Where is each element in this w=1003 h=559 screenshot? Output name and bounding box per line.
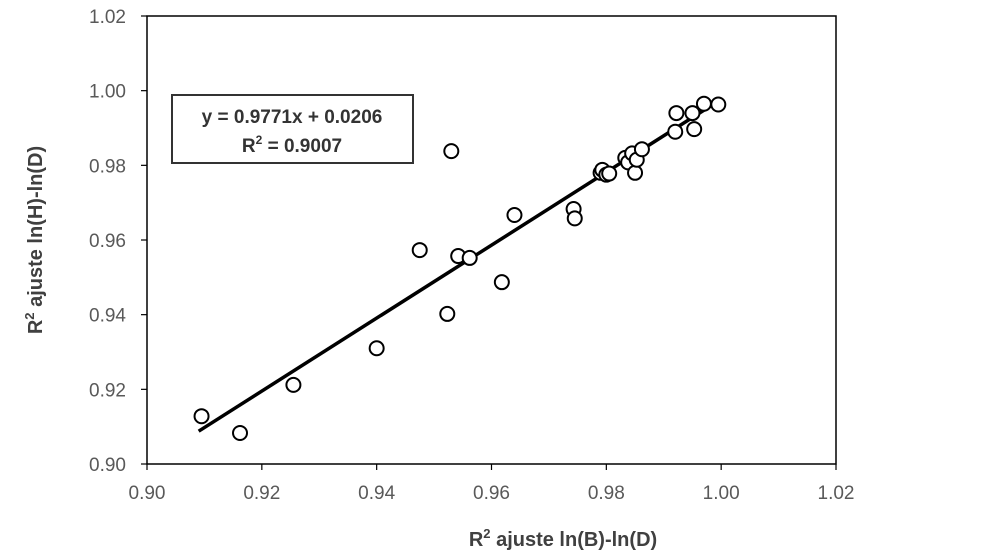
data-point — [684, 105, 701, 122]
y-axis-ticks: 0.90 0.92 0.94 0.96 0.98 1.00 1.02 — [89, 7, 147, 476]
data-point — [439, 305, 456, 322]
data-point — [232, 425, 249, 442]
data-point — [506, 206, 523, 223]
data-point — [686, 121, 703, 138]
x-axis-ticks: 0.90 0.92 0.94 0.96 0.98 1.00 1.02 — [129, 464, 855, 504]
y-tick-label: 1.00 — [89, 82, 126, 103]
trendline-label: y = 0.9771x + 0.0206 R2 = 0.9007 — [171, 94, 414, 164]
trendline-label-box — [171, 94, 414, 164]
x-tick-label: 0.96 — [473, 483, 510, 504]
data-point — [566, 210, 583, 227]
y-tick-label: 0.98 — [89, 156, 126, 177]
x-tick-label: 1.00 — [703, 483, 740, 504]
data-point — [443, 143, 460, 160]
data-point — [695, 95, 712, 112]
x-tick-label: 0.92 — [243, 483, 280, 504]
y-tick-label: 0.96 — [89, 231, 126, 252]
trendline-r2: R2 = 0.9007 — [242, 133, 342, 157]
data-points — [193, 95, 727, 442]
y-axis-title: R2 ajuste ln(H)-ln(D) — [22, 146, 47, 334]
data-point — [285, 376, 302, 393]
data-point — [667, 123, 684, 140]
x-tick-label: 1.02 — [818, 483, 855, 504]
data-point — [633, 141, 650, 158]
x-tick-label: 0.98 — [588, 483, 625, 504]
data-point — [668, 105, 685, 122]
data-point — [627, 164, 644, 181]
x-tick-label: 0.90 — [129, 483, 166, 504]
data-point — [710, 96, 727, 113]
data-point — [193, 408, 210, 425]
data-point — [461, 249, 478, 266]
y-tick-label: 0.94 — [89, 306, 126, 327]
y-tick-label: 1.02 — [89, 7, 126, 28]
y-tick-label: 0.92 — [89, 380, 126, 401]
data-point — [493, 274, 510, 291]
x-tick-label: 0.94 — [358, 483, 395, 504]
trendline-equation: y = 0.9771x + 0.0206 — [202, 107, 383, 128]
data-point — [368, 340, 385, 357]
data-point — [411, 242, 428, 259]
x-axis-title: R2 ajuste ln(B)-ln(D) — [469, 526, 657, 551]
y-tick-label: 0.90 — [89, 455, 126, 476]
data-point — [601, 165, 618, 182]
